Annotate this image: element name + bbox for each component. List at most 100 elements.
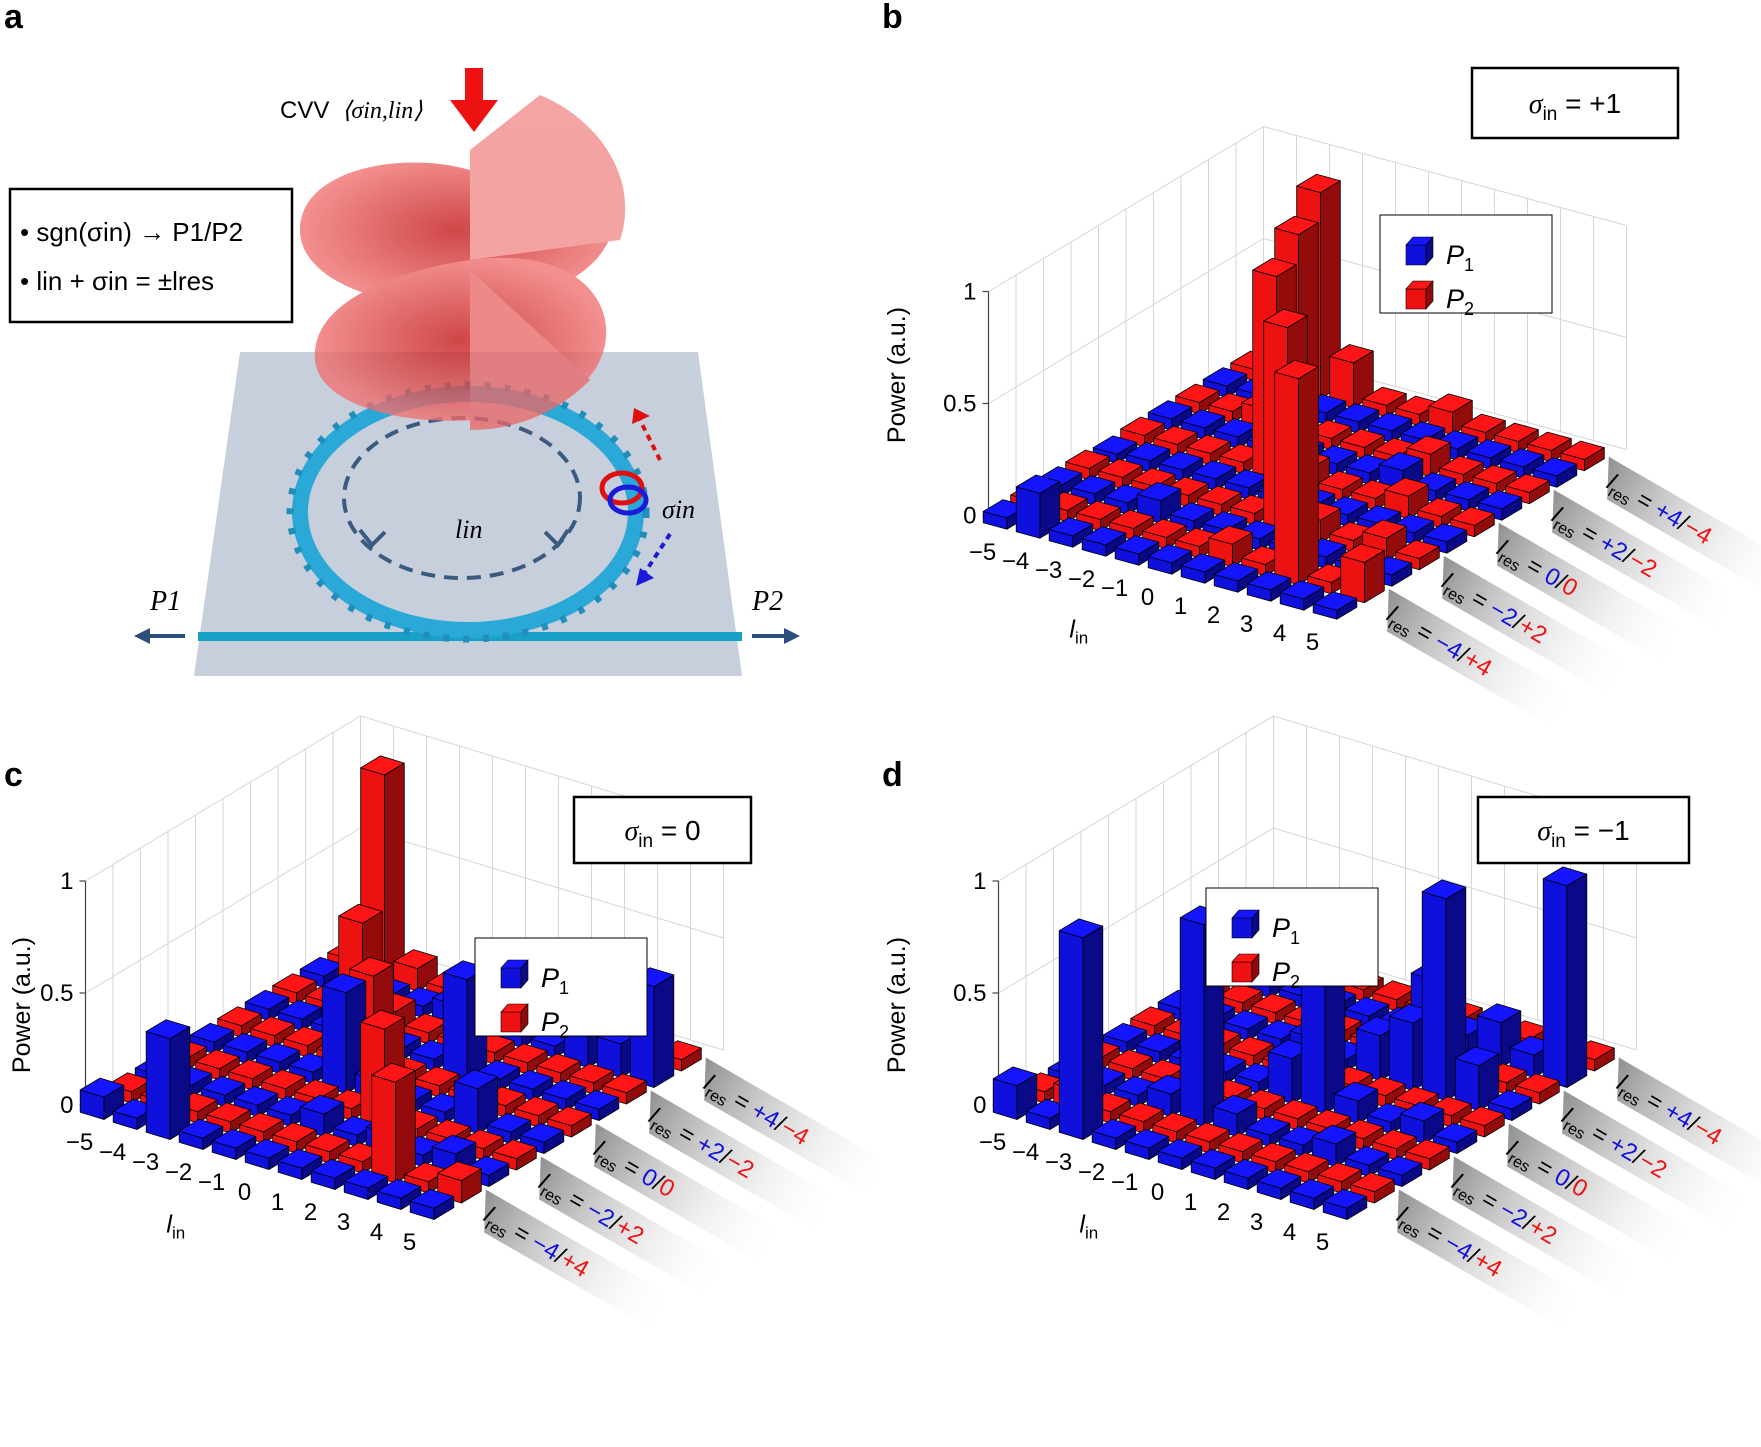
bar-p2 <box>261 1069 306 1101</box>
bar-top-face <box>1394 1086 1439 1107</box>
bar-top-face <box>239 1112 284 1133</box>
bar-top-face <box>393 949 438 969</box>
z-tick-label: 0.5 <box>40 980 73 1007</box>
bar-top-face <box>536 1053 581 1074</box>
cvv-label-text: CVV <box>280 97 329 124</box>
legend-swatch-p1 <box>500 959 529 989</box>
bar-top-face <box>1070 475 1116 495</box>
bar-p1 <box>1180 409 1226 440</box>
bar-front-face <box>1179 917 1205 1127</box>
bar-top-face <box>233 1085 279 1106</box>
bar-p1 <box>211 1128 257 1160</box>
bar-top-face <box>1251 1142 1296 1163</box>
row-label-band <box>1397 1189 1574 1334</box>
cvv-arrow-shaft <box>465 68 483 102</box>
bar-p1 <box>1202 367 1248 398</box>
bar-p2 <box>536 1053 581 1085</box>
bar-top-face <box>1395 539 1440 559</box>
bar-p2 <box>1076 500 1121 532</box>
bar-p1 <box>1157 1138 1203 1170</box>
x-tick-label: 4 <box>370 1219 383 1246</box>
bar-top-face <box>211 1128 257 1149</box>
row-label-4: lres = +4/−4 <box>1602 456 1761 601</box>
x-axis-title: lin <box>1069 616 1088 648</box>
bar-p1 <box>409 1188 455 1220</box>
sigma-box-frame <box>1470 66 1680 140</box>
bar-p1 <box>1499 448 1545 479</box>
bar-top-face <box>1081 526 1127 546</box>
bar-p1 <box>1070 475 1116 506</box>
bar-p1 <box>1190 1148 1236 1180</box>
x-tick-label: −1 <box>198 1169 225 1196</box>
bar-p1 <box>1279 580 1325 611</box>
bar-top-face <box>1432 1122 1478 1143</box>
path-arrow-right <box>543 528 570 549</box>
bar-top-face <box>437 1161 482 1181</box>
bar-side-face <box>1566 873 1588 1088</box>
bar-top-face <box>1333 1081 1379 1102</box>
bar-side-face <box>169 1026 191 1140</box>
bar-top-face <box>514 1096 559 1117</box>
row-label-3: lres = +2/−2 <box>1557 1090 1739 1235</box>
bar-top-face <box>1477 490 1523 510</box>
bar-top-face <box>1202 367 1248 387</box>
bar-p2 <box>547 1106 592 1138</box>
bar-p2 <box>1505 473 1550 505</box>
p2-arrowhead <box>784 628 800 644</box>
bar-p1 <box>1432 1122 1478 1154</box>
bar-top-face <box>1102 1022 1148 1043</box>
bar-top-face <box>321 973 367 994</box>
bar-p2 <box>1527 431 1572 463</box>
bar-top-face <box>1505 473 1550 493</box>
bar-p2 <box>1560 440 1605 472</box>
bar-top-face <box>1542 866 1588 887</box>
bar-front-face <box>321 985 347 1094</box>
bar-p1 <box>1015 474 1061 539</box>
bar-p1 <box>1312 591 1358 620</box>
bar-top-face <box>294 1079 339 1100</box>
x-tick-label: −2 <box>165 1159 192 1186</box>
bar-top-face <box>371 1062 416 1083</box>
bar-top-face <box>1515 1073 1560 1094</box>
bar-p2 <box>1362 386 1407 418</box>
bar-top-face <box>1197 485 1242 505</box>
z-tick-label: 0 <box>973 1092 986 1119</box>
legend-label-p1: P1 <box>1446 240 1474 275</box>
bar-top-face <box>272 1122 317 1143</box>
bar-front-face <box>442 972 468 1081</box>
bar-p2 <box>1450 506 1495 538</box>
bar-p1 <box>1246 571 1292 602</box>
bar-top-face <box>1136 481 1182 502</box>
path-arrow-left <box>358 528 387 548</box>
row-label-band <box>484 1189 661 1334</box>
bar-top-face <box>1329 344 1374 364</box>
x-tick-label: 1 <box>1174 593 1187 620</box>
bar-top-face <box>1417 497 1462 517</box>
bar-p1 <box>1223 1158 1269 1190</box>
bar-top-face <box>415 1066 460 1087</box>
bar-side-face <box>395 1070 416 1184</box>
grid-level-line <box>85 715 724 882</box>
bar-top-face <box>1460 1106 1505 1127</box>
swatch-side <box>1251 909 1260 939</box>
bar-top-face <box>1065 449 1110 469</box>
legend-swatch-p2 <box>500 1003 529 1033</box>
bar-top-face <box>206 1102 251 1123</box>
bar-p2 <box>1251 1142 1296 1174</box>
x-tick-label: 1 <box>1184 1189 1197 1216</box>
bar-top-face <box>1091 1118 1137 1139</box>
bar-top-face <box>1245 1115 1291 1136</box>
bar-top-face <box>1406 435 1451 455</box>
row-label-0: lres = −4/+4 <box>479 1189 661 1334</box>
z-tick-label: 0.5 <box>943 391 976 418</box>
sigma-title-box: σin = +1 <box>1470 66 1680 140</box>
z-tick-label: 1 <box>963 279 976 306</box>
rule-2: • lin + σin = ±lres <box>20 266 214 296</box>
bar-p2 <box>250 1016 295 1048</box>
bar-top-face <box>1158 451 1204 471</box>
bar-top-face <box>1499 448 1545 468</box>
bar-p2 <box>1461 413 1506 445</box>
bar-top-face <box>1169 502 1215 522</box>
